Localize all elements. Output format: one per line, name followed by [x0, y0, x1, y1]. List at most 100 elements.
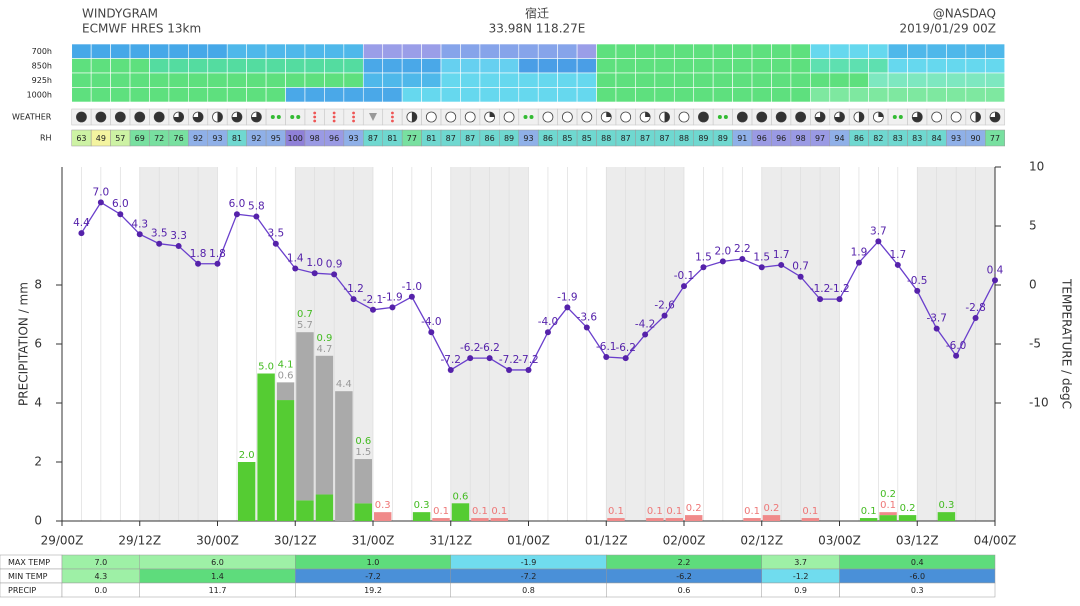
table-value: -6.2	[676, 572, 692, 581]
wind-cell	[810, 72, 831, 88]
wind-cell	[693, 58, 714, 74]
table-value: 0.0	[95, 586, 108, 595]
precip-label: 4.4	[336, 379, 352, 390]
y-tick-label: 4	[34, 396, 42, 410]
temperature-label: -4.0	[421, 316, 442, 328]
wind-cell	[654, 87, 675, 103]
rh-value: 81	[232, 134, 242, 143]
wind-cell	[479, 72, 500, 88]
x-tick-label: 29/00Z	[41, 534, 84, 548]
table-value: -6.0	[909, 572, 925, 581]
temperature-label: 3.5	[267, 228, 284, 240]
rh-value: 96	[776, 134, 786, 143]
precip-label: 0.6	[278, 370, 294, 381]
wind-cell	[557, 87, 578, 103]
cloud-fill	[737, 112, 748, 122]
cloud-fill	[115, 112, 126, 122]
precip-label: 0.1	[433, 506, 449, 517]
wind-cell	[887, 43, 908, 59]
wind-cell	[479, 87, 500, 103]
y-tick-label: 8	[34, 278, 42, 292]
rh-value: 83	[912, 134, 922, 143]
x-tick-label: 02/00Z	[663, 534, 706, 548]
wind-cell	[848, 87, 869, 103]
cloud-fill	[193, 112, 204, 122]
wind-cell	[693, 87, 714, 103]
precip-label: 0.2	[880, 489, 896, 500]
wind-cell	[149, 87, 170, 103]
wind-cell	[324, 87, 345, 103]
wind-cell	[129, 43, 150, 59]
cloud-icon	[620, 111, 632, 123]
credit: @NASDAQ	[933, 7, 996, 21]
wind-cell	[635, 58, 656, 74]
precip-bar	[412, 512, 431, 521]
wind-cell	[712, 43, 733, 59]
wind-cell	[829, 87, 850, 103]
temperature-label: 1.0	[306, 257, 323, 269]
temperature-point	[78, 230, 85, 237]
temperature-label: 6.0	[112, 198, 129, 210]
wind-cell	[790, 72, 811, 88]
precip-label: 0.2	[900, 503, 916, 514]
table-value: -7.2	[365, 572, 381, 581]
wind-cell	[848, 43, 869, 59]
wind-cell	[673, 43, 695, 59]
wind-cell	[848, 72, 869, 88]
wind-cell	[421, 72, 442, 88]
temperature-label: -6.2	[460, 342, 481, 354]
wind-cell	[362, 58, 384, 74]
table-value: 1.0	[367, 558, 380, 567]
precip-bar	[257, 373, 275, 521]
snow-icon	[332, 119, 336, 123]
precip-label: 5.0	[258, 362, 274, 373]
x-tick-label: 01/12Z	[585, 534, 628, 548]
wind-cell	[771, 58, 792, 74]
temperature-point	[719, 258, 726, 265]
wind-cell	[596, 87, 617, 103]
rh-cell	[985, 129, 1005, 147]
wind-cell	[499, 43, 520, 59]
rh-value: 87	[659, 134, 669, 143]
wind-cell	[207, 72, 228, 88]
wind-cell	[401, 72, 422, 88]
x-tick-label: 30/00Z	[196, 534, 239, 548]
wind-cell	[946, 72, 967, 88]
precip-bar	[859, 518, 878, 521]
precip-label: 0.3	[375, 500, 391, 511]
wind-cell	[188, 72, 209, 88]
temperature-label: -4.2	[635, 319, 656, 331]
temperature-label: -1.2	[829, 283, 850, 295]
snow-icon	[332, 111, 336, 115]
y2-tick-label: 10	[1029, 160, 1044, 174]
precip-bar	[335, 391, 353, 521]
wind-cell	[246, 43, 267, 59]
wind-cell	[635, 87, 656, 103]
wind-cell	[226, 87, 247, 103]
cloud-fill	[231, 112, 242, 122]
wind-cell	[499, 87, 520, 103]
snow-icon	[352, 119, 355, 123]
wind-cell	[984, 72, 1006, 88]
wind-cell	[615, 58, 636, 74]
wind-cell	[129, 72, 150, 88]
precip-bar	[665, 518, 683, 521]
wind-cell	[635, 72, 656, 88]
rh-value: 87	[621, 134, 631, 143]
weather-cell	[265, 108, 286, 126]
wind-cell	[518, 72, 539, 88]
temperature-point	[544, 329, 551, 336]
temperature-point	[992, 277, 998, 284]
wind-cell	[343, 87, 364, 103]
temperature-point	[622, 355, 629, 362]
cloud-icon	[931, 111, 943, 123]
wind-cell	[946, 43, 967, 59]
y-tick-label: 6	[34, 337, 42, 351]
cloud-fill	[756, 112, 767, 122]
temperature-point	[253, 213, 260, 220]
temperature-point	[272, 240, 279, 247]
table-cell	[839, 582, 996, 598]
precip-label: 0.1	[861, 506, 877, 517]
temperature-point	[156, 240, 163, 247]
temperature-label: 5.8	[248, 201, 265, 213]
